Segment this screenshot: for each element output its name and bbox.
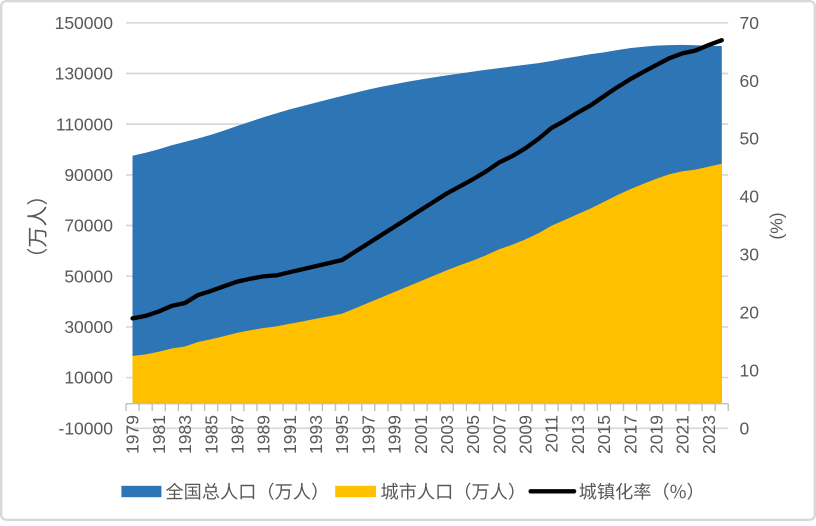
svg-text:50: 50 [740,129,760,149]
svg-text:2023: 2023 [699,415,719,454]
svg-text:0: 0 [740,418,750,438]
svg-text:10000: 10000 [64,368,113,388]
svg-text:50000: 50000 [64,266,113,286]
svg-text:2005: 2005 [463,415,483,454]
svg-text:60: 60 [740,71,760,91]
svg-text:2007: 2007 [489,415,509,454]
svg-text:110000: 110000 [56,114,113,134]
svg-text:2015: 2015 [594,415,614,454]
svg-text:1989: 1989 [254,415,274,454]
svg-text:1993: 1993 [306,415,326,454]
svg-text:1995: 1995 [332,415,352,454]
svg-text:2017: 2017 [620,415,640,454]
svg-text:2011: 2011 [542,415,562,453]
svg-text:1997: 1997 [358,415,378,454]
svg-text:1981: 1981 [149,415,169,454]
svg-text:70: 70 [740,13,760,33]
svg-text:90000: 90000 [64,165,113,185]
svg-text:1979: 1979 [123,415,143,454]
svg-text:130000: 130000 [55,64,114,84]
svg-text:70000: 70000 [64,216,113,236]
svg-text:(%): (%) [767,212,787,239]
svg-text:150000: 150000 [55,13,114,33]
svg-text:40: 40 [740,187,760,207]
svg-text:1983: 1983 [175,415,195,454]
svg-text:-10000: -10000 [59,418,114,438]
svg-text:30000: 30000 [64,317,113,337]
svg-text:1999: 1999 [385,415,405,454]
svg-text:1985: 1985 [201,415,221,454]
svg-text:2013: 2013 [568,415,588,454]
svg-text:1991: 1991 [280,415,300,454]
svg-text:2021: 2021 [673,415,693,454]
svg-text:2001: 2001 [411,415,431,454]
svg-text:20: 20 [740,303,760,323]
svg-text:10: 10 [740,360,760,380]
svg-text:1987: 1987 [228,415,248,454]
svg-text:2019: 2019 [647,415,667,454]
svg-text:30: 30 [740,245,760,265]
svg-text:2009: 2009 [516,415,536,454]
svg-text:2003: 2003 [437,415,457,454]
